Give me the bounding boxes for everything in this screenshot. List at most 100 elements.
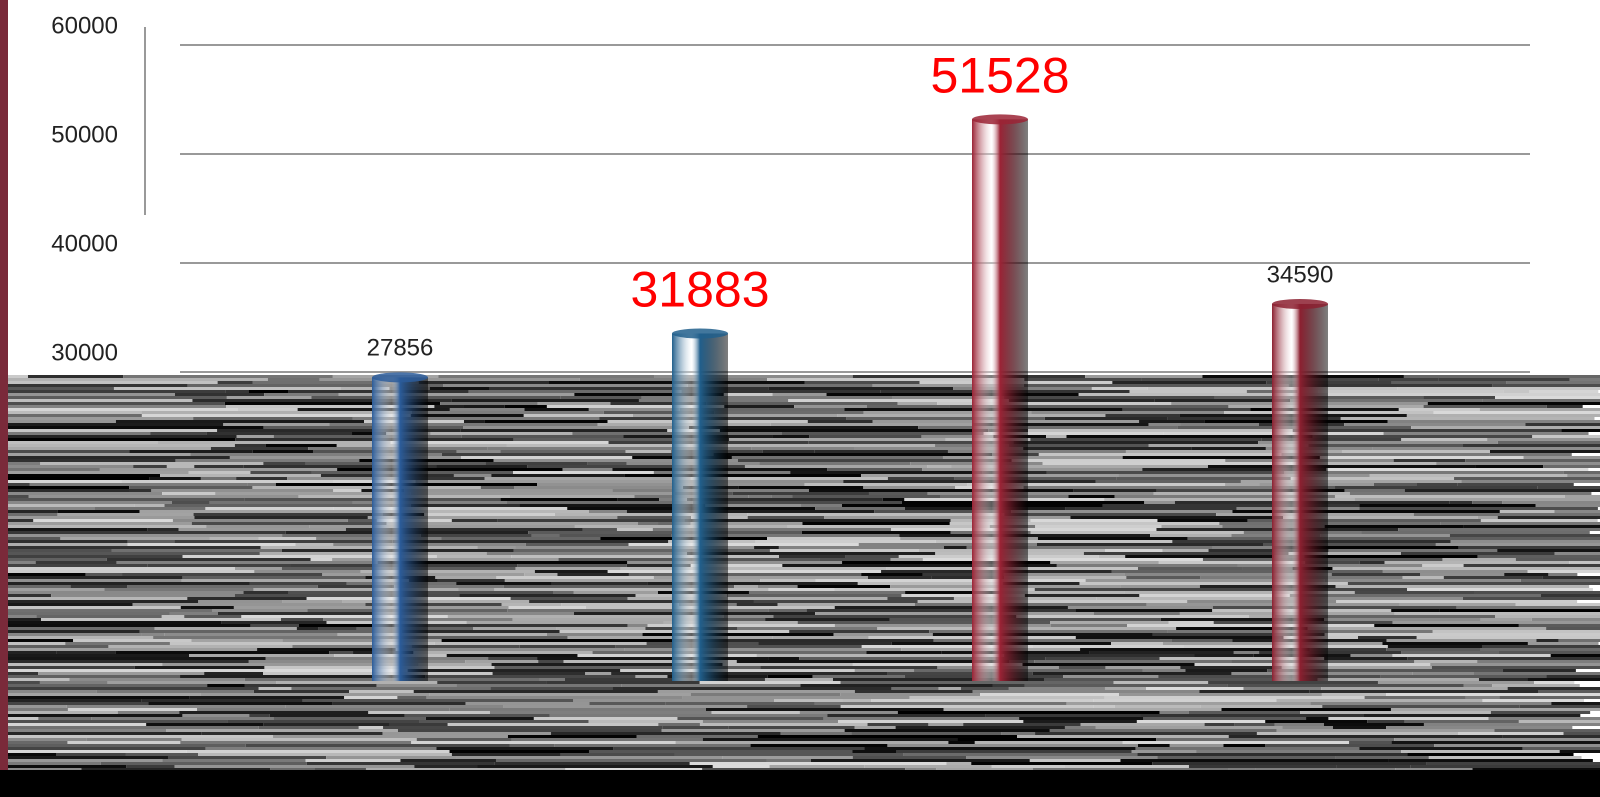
noise-stripe: [376, 684, 457, 687]
noise-stripe: [317, 585, 395, 588]
noise-stripe: [298, 624, 395, 627]
noise-stripe: [8, 399, 193, 402]
noise-stripe: [625, 450, 672, 453]
noise-stripe: [1324, 579, 1521, 582]
noise-stripe: [394, 585, 504, 588]
noise-stripe: [8, 753, 57, 756]
noise-stripe: [229, 456, 461, 459]
noise-stripe: [1306, 717, 1329, 720]
noise-stripe: [8, 756, 168, 759]
noise-stripe: [241, 615, 448, 618]
noise-stripe: [620, 567, 887, 570]
noise-stripe: [8, 519, 34, 522]
noise-stripe: [1001, 732, 1036, 735]
noise-stripe: [533, 717, 678, 720]
noise-stripe: [1551, 702, 1600, 705]
noise-stripe: [8, 384, 188, 387]
noise-stripe: [1349, 741, 1392, 744]
noise-stripe: [329, 651, 354, 654]
noise-stripe: [150, 432, 207, 435]
noise-stripe: [1349, 492, 1592, 495]
noise-stripe: [1391, 381, 1507, 384]
noise-stripe: [627, 624, 648, 627]
noise-stripe: [447, 615, 724, 618]
noise-stripe: [1554, 510, 1600, 513]
noise-stripe: [1540, 594, 1600, 597]
noise-stripe: [1295, 462, 1437, 465]
noise-stripe: [690, 444, 936, 447]
noise-stripe: [8, 558, 107, 561]
noise-stripe: [1439, 609, 1600, 612]
noise-stripe: [91, 717, 274, 720]
noise-stripe: [554, 744, 751, 747]
noise-stripe: [714, 411, 864, 414]
noise-stripe: [588, 408, 680, 411]
noise-stripe: [425, 717, 534, 720]
noise-stripe: [210, 447, 309, 450]
noise-stripe: [125, 753, 199, 756]
noise-stripe: [887, 477, 955, 480]
noise-stripe: [905, 768, 937, 771]
noise-stripe: [1146, 687, 1244, 690]
noise-stripe: [688, 426, 919, 429]
noise-stripe: [1463, 525, 1600, 528]
noise-stripe: [723, 393, 773, 396]
noise-stripe: [1144, 501, 1175, 504]
noise-stripe: [1569, 561, 1600, 564]
noise-stripe: [525, 543, 629, 546]
noise-stripe: [1125, 450, 1342, 453]
noise-stripe: [1534, 681, 1575, 684]
noise-stripe: [38, 672, 205, 675]
noise-stripe: [329, 423, 598, 426]
noise-band: [8, 375, 1600, 771]
noise-stripe: [115, 420, 364, 423]
noise-stripe: [164, 633, 338, 636]
noise-stripe: [1289, 594, 1541, 597]
noise-stripe: [1256, 732, 1459, 735]
noise-stripe: [1180, 423, 1259, 426]
noise-stripe: [1523, 456, 1600, 459]
noise-stripe: [1160, 618, 1325, 621]
noise-stripe: [1564, 495, 1600, 498]
noise-stripe: [519, 645, 616, 648]
noise-stripe: [1204, 723, 1235, 726]
noise-stripe: [8, 588, 105, 591]
noise-stripe: [524, 573, 558, 576]
noise-stripe: [1037, 537, 1188, 540]
noise-stripe: [1310, 702, 1552, 705]
noise-stripe: [802, 522, 950, 525]
noise-stripe: [296, 627, 319, 630]
noise-stripe: [198, 753, 452, 756]
noise-stripe: [1004, 576, 1127, 579]
noise-stripe: [1399, 603, 1516, 606]
noise-stripe: [302, 699, 574, 702]
noise-stripe: [1148, 444, 1309, 447]
noise-stripe: [966, 546, 1213, 549]
noise-stripe: [1416, 636, 1600, 639]
noise-stripe: [1335, 486, 1538, 489]
noise-stripe: [1354, 498, 1600, 501]
noise-stripe: [1024, 594, 1140, 597]
noise-stripe: [686, 552, 936, 555]
noise-stripe: [333, 489, 362, 492]
noise-stripe: [461, 435, 624, 438]
noise-stripe: [1142, 468, 1327, 471]
noise-stripe: [1527, 678, 1600, 681]
noise-stripe: [546, 681, 700, 684]
noise-stripe: [635, 675, 668, 678]
noise-stripe: [8, 429, 218, 432]
noise-stripe: [1359, 747, 1523, 750]
noise-stripe: [1543, 465, 1600, 468]
noise-stripe: [28, 495, 299, 498]
noise-stripe: [951, 465, 1208, 468]
noise-stripe: [209, 501, 353, 504]
noise-stripe: [8, 396, 227, 399]
noise-stripe: [319, 378, 580, 381]
noise-stripe: [8, 717, 39, 720]
noise-stripe: [677, 717, 824, 720]
noise-stripe: [273, 735, 508, 738]
noise-stripe: [217, 612, 373, 615]
noise-stripe: [410, 414, 524, 417]
noise-stripe: [573, 591, 658, 594]
noise-stripe: [1403, 375, 1600, 378]
